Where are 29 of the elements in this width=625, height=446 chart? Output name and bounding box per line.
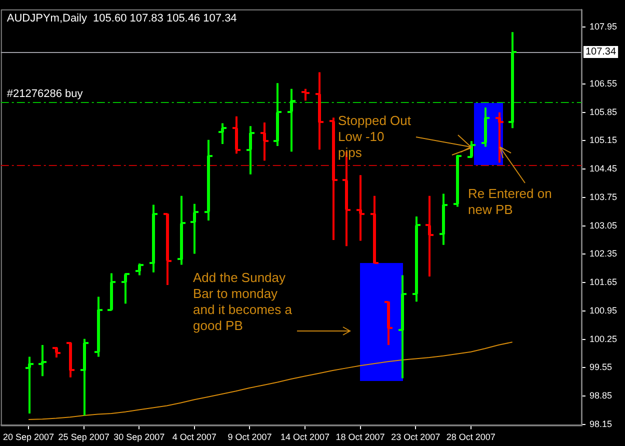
y-tick-label: 106.55 <box>589 78 618 88</box>
ref-line-label: 107.34 <box>585 46 616 58</box>
y-tick-label: 105.15 <box>589 135 618 146</box>
x-tick-label: 18 Oct 2007 <box>336 432 385 442</box>
x-tick-label: 25 Sep 2007 <box>58 432 110 442</box>
y-tick-label: 104.45 <box>589 164 618 174</box>
y-tick-label: 107.95 <box>589 22 618 32</box>
annotation: Stopped Out Low -10 pips <box>338 113 411 161</box>
y-tick-label: 105.85 <box>589 106 618 117</box>
y-tick-label: 103.05 <box>589 220 618 230</box>
ref-line-label: #21276286 buy <box>6 88 84 100</box>
x-tick-label: 14 Oct 2007 <box>280 432 330 442</box>
y-tick-label: 98.15 <box>589 418 612 429</box>
annotation: Re Entered on new PB <box>468 186 552 218</box>
y-tick-label: 99.55 <box>589 362 612 372</box>
y-tick-label: 103.75 <box>589 192 618 202</box>
y-tick-label: 102.35 <box>589 248 618 259</box>
x-tick-label: 28 Oct 2007 <box>446 432 496 442</box>
x-tick-label: 23 Oct 2007 <box>391 432 440 442</box>
x-tick-label: 20 Sep 2007 <box>3 432 54 442</box>
x-tick-label: 30 Sep 2007 <box>114 432 165 442</box>
x-tick-label: 9 Oct 2007 <box>228 432 272 442</box>
x-tick-label: 4 Oct 2007 <box>172 432 216 442</box>
annotation: Add the Sunday Bar to monday and it becomes a good PB <box>193 270 292 334</box>
chart-title: AUDJPYm,Daily 105.60 107.83 105.46 107.34 <box>6 12 237 24</box>
y-tick-label: 101.65 <box>589 277 618 288</box>
y-tick-label: 100.95 <box>589 305 618 316</box>
y-tick-label: 98.85 <box>589 390 612 401</box>
y-tick-label: 100.25 <box>589 334 618 344</box>
